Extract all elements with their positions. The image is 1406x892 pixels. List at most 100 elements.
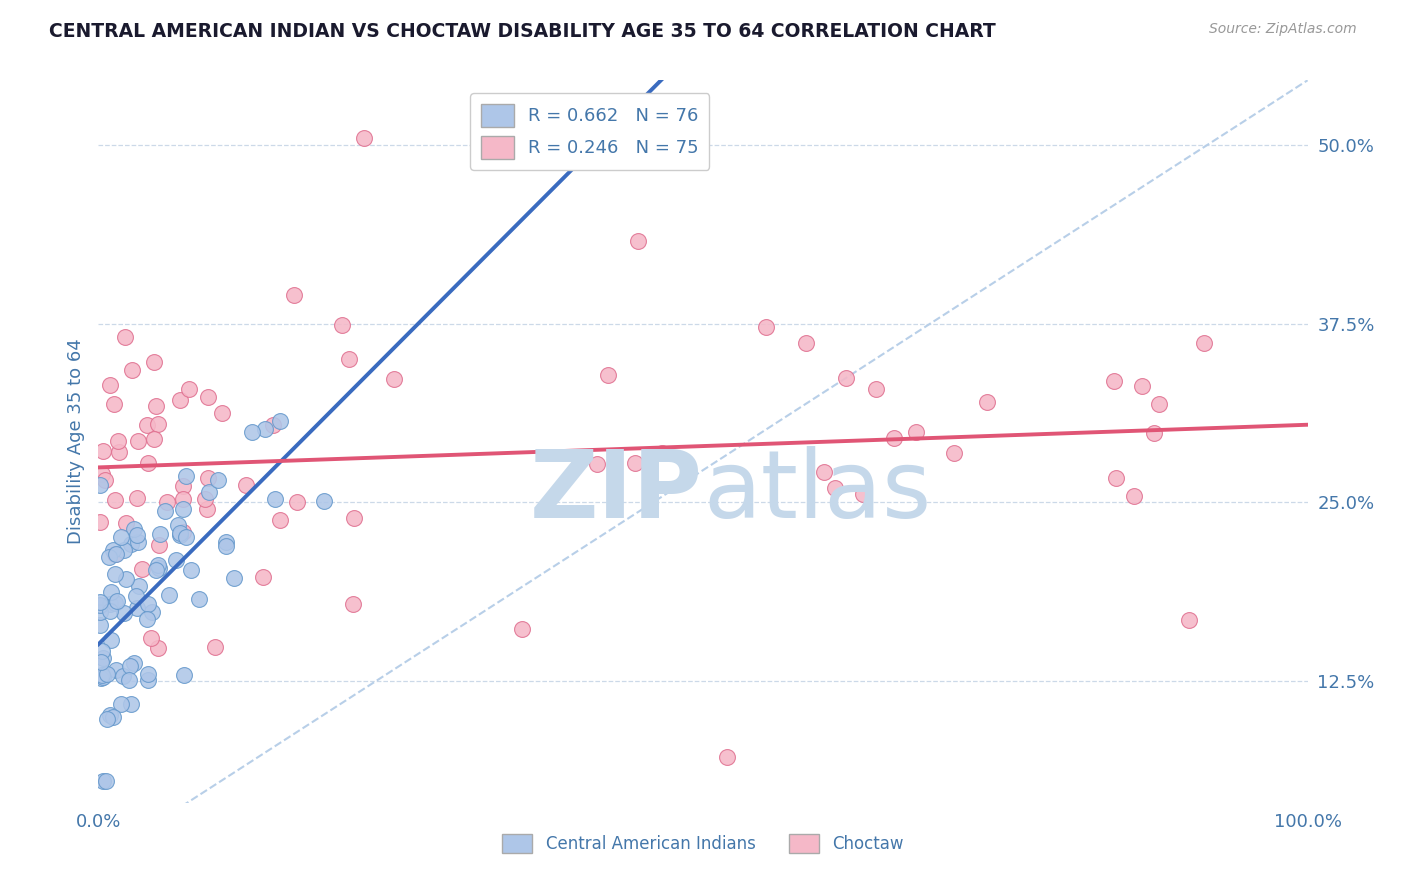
Point xyxy=(105,593,128,607)
Point xyxy=(89,605,111,619)
Point xyxy=(148,561,170,575)
Point xyxy=(173,668,195,682)
Point xyxy=(104,547,127,561)
Point xyxy=(96,666,118,681)
Point xyxy=(353,130,375,145)
Point xyxy=(510,623,533,637)
Point xyxy=(813,465,835,479)
Point xyxy=(172,491,194,506)
Point xyxy=(120,537,142,551)
Point xyxy=(198,484,221,499)
Point xyxy=(149,526,172,541)
Point xyxy=(91,668,114,682)
Point xyxy=(118,658,141,673)
Point xyxy=(222,571,245,585)
Point xyxy=(942,446,965,460)
Point xyxy=(1147,397,1170,411)
Point xyxy=(1105,471,1128,485)
Point xyxy=(89,477,111,491)
Point xyxy=(197,471,219,485)
Point xyxy=(169,526,191,541)
Point xyxy=(100,633,122,648)
Point xyxy=(716,750,738,764)
Point xyxy=(112,542,135,557)
Point xyxy=(101,710,124,724)
Text: atlas: atlas xyxy=(703,446,931,538)
Point xyxy=(90,656,112,670)
Point xyxy=(159,588,181,602)
Point xyxy=(240,425,263,440)
Point xyxy=(148,538,170,552)
Point xyxy=(283,288,305,302)
Point xyxy=(91,444,114,458)
Point xyxy=(98,550,121,565)
Point xyxy=(269,414,291,428)
Point xyxy=(1123,489,1146,503)
Point xyxy=(103,542,125,557)
Point xyxy=(156,494,179,508)
Point xyxy=(215,535,238,549)
Point xyxy=(98,597,121,611)
Point xyxy=(125,590,148,604)
Point xyxy=(145,563,167,577)
Point xyxy=(96,712,118,726)
Point xyxy=(127,434,149,448)
Point xyxy=(586,457,609,471)
Point xyxy=(1143,425,1166,440)
Point xyxy=(976,395,998,409)
Point xyxy=(165,553,187,567)
Point xyxy=(90,671,112,685)
Point xyxy=(91,644,114,658)
Point xyxy=(195,502,218,516)
Point xyxy=(180,563,202,577)
Point xyxy=(179,383,201,397)
Point xyxy=(100,585,122,599)
Point xyxy=(215,539,238,553)
Point xyxy=(139,632,162,646)
Point xyxy=(337,352,360,367)
Point xyxy=(107,434,129,448)
Point xyxy=(91,467,114,481)
Point xyxy=(197,390,219,404)
Point xyxy=(263,417,285,432)
Point xyxy=(835,370,858,384)
Point xyxy=(330,318,353,333)
Point xyxy=(172,525,194,540)
Point xyxy=(153,504,176,518)
Point xyxy=(651,445,673,459)
Point xyxy=(103,492,125,507)
Point xyxy=(131,561,153,575)
Point xyxy=(883,431,905,445)
Point xyxy=(141,605,163,619)
Point xyxy=(755,320,778,334)
Text: Source: ZipAtlas.com: Source: ZipAtlas.com xyxy=(1209,22,1357,37)
Point xyxy=(127,535,149,549)
Point xyxy=(627,234,650,248)
Point xyxy=(343,511,366,525)
Point xyxy=(254,421,277,435)
Point xyxy=(204,640,226,655)
Point xyxy=(89,598,111,612)
Point xyxy=(211,407,233,421)
Point xyxy=(824,481,846,495)
Point xyxy=(138,673,160,687)
Point xyxy=(285,495,308,509)
Point xyxy=(252,569,274,583)
Point xyxy=(865,382,887,396)
Point xyxy=(148,640,170,655)
Point xyxy=(176,530,198,544)
Point xyxy=(94,473,117,487)
Point xyxy=(103,397,125,411)
Point xyxy=(121,362,143,376)
Point xyxy=(136,598,159,612)
Point xyxy=(94,774,117,789)
Point xyxy=(93,650,115,665)
Point xyxy=(136,612,159,626)
Point xyxy=(263,492,285,507)
Point xyxy=(114,330,136,344)
Point xyxy=(98,377,121,392)
Point xyxy=(115,516,138,530)
Point xyxy=(111,669,134,683)
Point xyxy=(269,513,291,527)
Point xyxy=(125,491,148,505)
